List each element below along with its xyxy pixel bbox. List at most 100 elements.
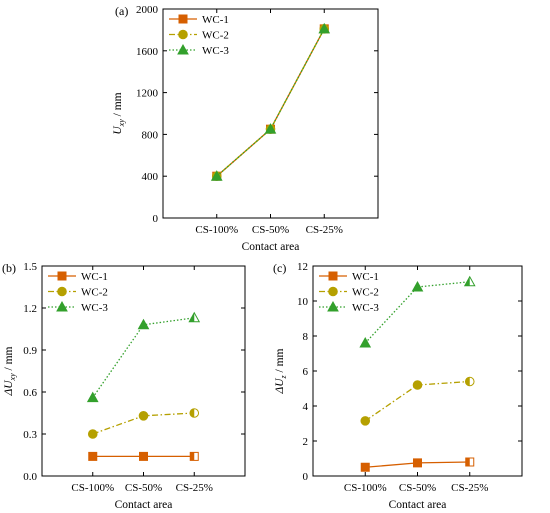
y-tick-label: 0.9 xyxy=(23,345,37,357)
legend-marker xyxy=(56,300,68,312)
data-point xyxy=(360,462,370,472)
panel-label: (b) xyxy=(2,261,16,275)
y-tick-label: 12 xyxy=(297,261,308,273)
data-point xyxy=(264,123,277,134)
chart-a: 0 400 800 1200 1600 2000 CS-100% CS-50% CS-25% Co… xyxy=(112,4,379,253)
x-tick-label: CS-25% xyxy=(306,224,343,236)
y-axis-label: Uxy / mm xyxy=(112,92,126,134)
x-tick-label: CS-50% xyxy=(399,482,436,494)
series-line xyxy=(216,28,325,177)
legend-marker xyxy=(57,271,67,281)
series-wc-3 xyxy=(210,22,331,181)
y-tick-label: 1.2 xyxy=(23,303,37,315)
y-axis-label: ΔUxy / mm xyxy=(3,346,17,396)
legend-label: WC-3 xyxy=(352,302,379,314)
y-tick-label: 1200 xyxy=(136,88,159,100)
x-tick-label: CS-100% xyxy=(71,482,114,494)
series-wc-2 xyxy=(87,408,200,439)
series-line xyxy=(216,28,325,177)
y-tick-label: 0 xyxy=(153,213,159,225)
data-point xyxy=(359,336,372,348)
series-line xyxy=(216,28,325,177)
legend-label: WC-1 xyxy=(81,271,108,283)
x-tick-label: CS-100% xyxy=(344,482,387,494)
legend-marker xyxy=(328,271,338,281)
data-point-half xyxy=(465,458,470,466)
y-tick-label: 2 xyxy=(303,436,309,448)
data-point xyxy=(137,318,150,330)
legend-marker xyxy=(178,29,188,40)
y-tick-label: 10 xyxy=(297,296,309,308)
data-point xyxy=(412,380,423,390)
legend-marker xyxy=(57,286,67,297)
data-point-half xyxy=(190,452,195,461)
y-axis-label: ΔUz / mm xyxy=(274,348,288,394)
y-tick-label: 1.5 xyxy=(23,261,37,273)
legend-label: WC-2 xyxy=(81,287,108,299)
data-point xyxy=(88,451,98,461)
x-tick-label: CS-100% xyxy=(195,224,238,236)
chart-b: 0.0 0.3 0.6 0.9 1.2 1.5 CS-100% CS-50% CS-25%Con… xyxy=(2,261,246,511)
data-point-half xyxy=(464,276,470,286)
legend-label: WC-2 xyxy=(202,30,229,42)
y-tick-label: 0.6 xyxy=(23,387,37,399)
data-point xyxy=(87,429,98,439)
legend-marker xyxy=(328,286,338,297)
legend-label: WC-3 xyxy=(202,45,229,57)
y-tick-label: 800 xyxy=(142,129,159,141)
x-tick-label: CS-50% xyxy=(125,482,162,494)
panel-label: (c) xyxy=(273,261,286,275)
legend-label: WC-3 xyxy=(81,302,108,314)
legend-label: WC-1 xyxy=(352,271,379,283)
legend-marker xyxy=(327,300,339,312)
y-tick-label: 0.0 xyxy=(23,471,37,483)
legend-label: WC-2 xyxy=(352,287,379,299)
legend-label: WC-1 xyxy=(202,14,229,26)
data-point-half xyxy=(189,312,195,322)
data-point xyxy=(139,451,148,461)
legend: WC-1 WC-2 WC-3 xyxy=(48,271,108,314)
series-wc-1 xyxy=(88,451,199,461)
x-axis-label: Contact area xyxy=(389,499,447,511)
data-point xyxy=(210,170,223,181)
series-wc-2 xyxy=(211,24,330,181)
chart-c: 0 2 4 6 8 10 12 CS-100% CS-50% CS-25% Contact area… xyxy=(273,261,523,511)
y-tick-label: 6 xyxy=(303,366,309,378)
y-tick-label: 0.3 xyxy=(23,429,37,441)
legend: WC-1 WC-2 WC-3 xyxy=(169,14,229,57)
y-tick-label: 1600 xyxy=(136,46,159,58)
series-wc-3 xyxy=(86,311,201,403)
series-wc-3 xyxy=(359,275,476,348)
data-point xyxy=(411,280,424,292)
y-tick-label: 4 xyxy=(303,401,309,413)
data-point xyxy=(360,416,371,426)
series-wc-1 xyxy=(360,457,475,472)
legend-marker xyxy=(178,14,188,24)
legend-marker xyxy=(177,43,189,55)
data-point-half xyxy=(465,377,470,386)
data-point xyxy=(318,22,331,34)
data-point xyxy=(138,411,149,421)
series-wc-2 xyxy=(360,376,475,426)
x-axis-label: Contact area xyxy=(242,241,300,253)
series-line xyxy=(92,317,195,398)
x-tick-label: CS-25% xyxy=(451,482,488,494)
data-point xyxy=(86,391,99,403)
x-axis-label: Contact area xyxy=(115,499,173,511)
series-wc-1 xyxy=(212,24,329,181)
y-tick-label: 400 xyxy=(142,171,159,183)
data-point-half xyxy=(189,408,195,418)
y-tick-label: 2000 xyxy=(136,4,159,16)
plot-frame xyxy=(312,265,523,477)
x-tick-label: CS-25% xyxy=(176,482,213,494)
x-tick-label: CS-50% xyxy=(252,224,289,236)
data-point xyxy=(413,458,422,468)
series-line xyxy=(364,281,470,344)
y-tick-label: 8 xyxy=(303,331,309,343)
plot-frame xyxy=(41,265,246,477)
legend: WC-1 WC-2 WC-3 xyxy=(319,271,379,314)
y-tick-label: 0 xyxy=(303,471,309,483)
panel-label: (a) xyxy=(115,4,128,18)
plot-frame xyxy=(162,8,379,219)
